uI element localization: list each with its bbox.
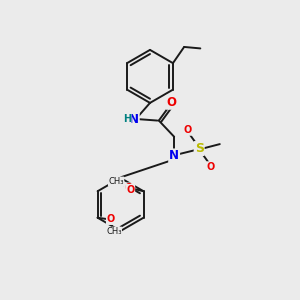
Text: O: O	[126, 185, 134, 195]
Text: O: O	[207, 162, 215, 172]
Text: O: O	[112, 177, 120, 187]
Text: O: O	[183, 125, 191, 135]
Text: CH₃: CH₃	[106, 227, 122, 236]
Text: O: O	[107, 214, 115, 224]
Text: N: N	[129, 112, 139, 126]
Text: O: O	[124, 183, 132, 193]
Text: CH₃: CH₃	[108, 177, 124, 186]
Text: O: O	[167, 96, 176, 109]
Text: N: N	[169, 149, 179, 162]
Text: S: S	[195, 142, 204, 155]
Text: H: H	[123, 114, 131, 124]
